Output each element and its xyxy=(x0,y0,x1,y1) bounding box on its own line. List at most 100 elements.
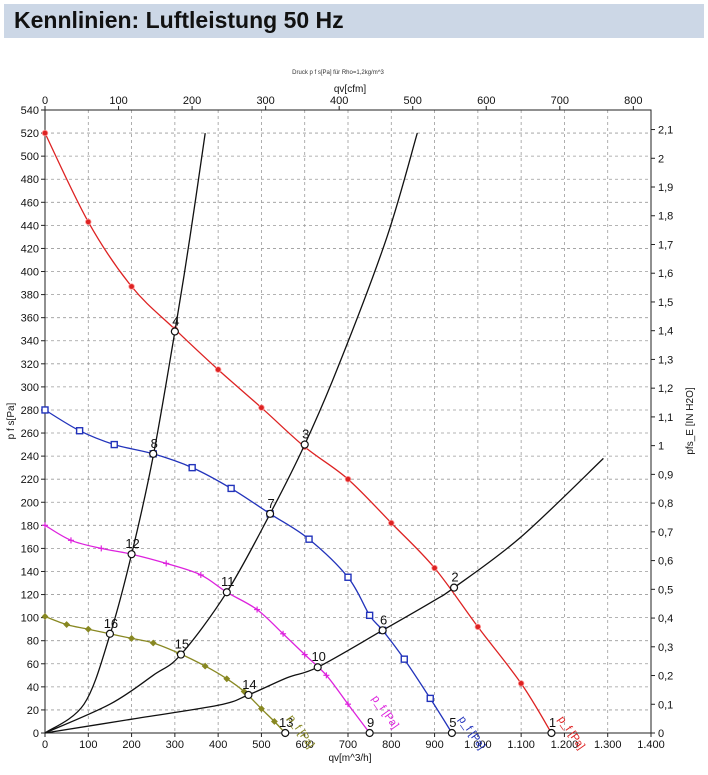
operating-point-label-10: 10 xyxy=(311,649,325,664)
data-point-circle xyxy=(85,218,92,226)
y2-tick-label: 0,8 xyxy=(658,498,673,510)
operating-point-5 xyxy=(447,728,456,738)
x-axis-label: qv[m^3/h] xyxy=(328,753,371,764)
y-tick-label: 540 xyxy=(21,105,39,117)
y-tick-label: 160 xyxy=(21,543,39,555)
operating-point-label-5: 5 xyxy=(449,715,456,730)
y-tick-label: 480 xyxy=(21,174,39,186)
operating-point-label-15: 15 xyxy=(175,637,189,652)
data-point-square xyxy=(400,655,408,663)
x-tick-label: 900 xyxy=(425,739,443,751)
y-tick-label: 520 xyxy=(21,128,39,140)
series-line-7 xyxy=(44,457,604,734)
y2-tick-label: 1,9 xyxy=(658,182,673,194)
y-tick-label: 200 xyxy=(21,497,39,509)
y-tick-label: 180 xyxy=(21,520,39,532)
y-axis-label: p f s[Pa] xyxy=(6,402,17,439)
operating-point-4 xyxy=(170,327,179,336)
y2-tick-label: 0,4 xyxy=(658,613,673,625)
x-tick-label: 200 xyxy=(122,739,140,751)
y2-tick-label: 1,8 xyxy=(658,211,673,223)
operating-point-9 xyxy=(365,728,374,738)
operating-point-14 xyxy=(244,690,253,700)
x2-tick-label: 300 xyxy=(256,95,274,107)
y-tick-label: 340 xyxy=(21,336,39,348)
y-tick-label: 460 xyxy=(21,197,39,209)
data-point-cross xyxy=(301,651,308,658)
data-point-diamond xyxy=(84,625,92,633)
data-point-square xyxy=(365,611,374,620)
y-tick-label: 100 xyxy=(21,613,39,625)
series-line-4 xyxy=(44,615,286,734)
x2-tick-label: 700 xyxy=(551,95,569,107)
y2-tick-label: 1,6 xyxy=(658,268,673,280)
data-point-diamond xyxy=(223,675,231,683)
y-tick-label: 260 xyxy=(21,428,39,440)
x-tick-label: 800 xyxy=(382,739,400,751)
operating-point-label-7: 7 xyxy=(267,496,274,511)
y-tick-label: 280 xyxy=(21,405,39,417)
y2-tick-label: 1,3 xyxy=(658,354,673,366)
data-point-circle xyxy=(431,564,438,572)
y2-tick-label: 1 xyxy=(658,441,664,453)
data-point-cross xyxy=(163,560,170,567)
y2-tick-label: 0 xyxy=(658,728,664,740)
operating-point-11 xyxy=(222,588,231,597)
data-point-diamond xyxy=(63,621,71,628)
data-point-circle xyxy=(41,129,49,137)
data-point-diamond xyxy=(201,662,209,670)
data-point-square xyxy=(75,427,84,435)
x-tick-label: 500 xyxy=(252,739,270,751)
y2-tick-label: 0,5 xyxy=(658,584,673,596)
operating-point-label-6: 6 xyxy=(380,612,387,627)
y2-tick-label: 2,1 xyxy=(658,125,673,137)
y-tick-label: 240 xyxy=(21,451,39,463)
y2-tick-label: 2 xyxy=(658,153,664,165)
y-tick-label: 320 xyxy=(21,359,39,371)
operating-point-12 xyxy=(127,550,136,559)
data-point-circle xyxy=(388,519,395,527)
y-tick-label: 360 xyxy=(21,313,39,325)
data-point-cross xyxy=(98,545,105,552)
y2-tick-label: 1,1 xyxy=(658,412,673,424)
operating-point-label-4: 4 xyxy=(172,314,179,329)
data-point-circle xyxy=(344,475,352,483)
data-point-cross xyxy=(280,630,287,637)
operating-point-label-9: 9 xyxy=(367,715,374,730)
data-point-square xyxy=(305,535,313,543)
data-point-circle xyxy=(214,366,222,373)
y-tick-label: 420 xyxy=(21,243,39,255)
x2-tick-label: 600 xyxy=(477,95,495,107)
data-point-square xyxy=(188,463,196,472)
operating-point-7 xyxy=(265,509,275,518)
operating-point-label-1: 1 xyxy=(549,715,556,730)
data-point-square xyxy=(344,573,352,581)
y2-tick-label: 1,4 xyxy=(658,326,673,338)
operating-point-label-16: 16 xyxy=(104,616,118,631)
x2-tick-label: 0 xyxy=(42,95,48,107)
y2-axis-label: pfs_E [IN H2O] xyxy=(685,387,696,454)
y-tick-label: 220 xyxy=(21,474,39,486)
x2-tick-label: 500 xyxy=(404,95,422,107)
operating-point-2 xyxy=(449,583,459,592)
y2-tick-label: 0,2 xyxy=(658,671,673,683)
data-point-cross xyxy=(197,571,204,578)
y-tick-label: 80 xyxy=(27,636,39,648)
operating-point-label-3: 3 xyxy=(302,427,309,442)
operating-point-label-14: 14 xyxy=(242,677,256,692)
y-tick-label: 40 xyxy=(27,682,39,694)
operating-point-label-13: 13 xyxy=(279,715,293,730)
operating-point-10 xyxy=(313,663,322,672)
x-tick-label: 1.300 xyxy=(594,739,622,751)
x2-tick-label: 800 xyxy=(624,95,642,107)
y-tick-label: 400 xyxy=(21,267,39,279)
y-tick-label: 500 xyxy=(21,151,39,163)
y-tick-label: 380 xyxy=(21,290,39,302)
y2-tick-label: 1,2 xyxy=(658,383,673,395)
x-tick-label: 400 xyxy=(209,739,227,751)
data-point-diamond xyxy=(270,718,278,725)
y2-tick-label: 0,3 xyxy=(658,642,673,654)
x-tick-label: 100 xyxy=(79,739,97,751)
x-tick-label: 300 xyxy=(166,739,184,751)
